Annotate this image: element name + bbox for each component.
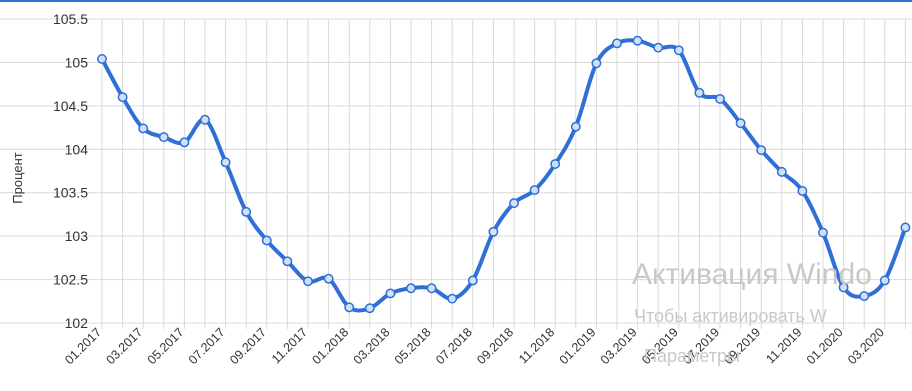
x-tick-label: 03.2017	[103, 325, 145, 367]
data-point	[385, 288, 396, 299]
data-point	[715, 93, 725, 104]
y-tick-label: 103	[65, 228, 89, 244]
x-tick-label: 03.2020	[845, 325, 887, 367]
x-tick-label: 05.2017	[145, 325, 187, 367]
x-tick-label: 09.2017	[227, 325, 269, 367]
x-axis: 01.2017 03.2017 05.2017 07.2017 09.2017 11.20…	[62, 325, 887, 367]
data-point	[344, 302, 355, 313]
data-point	[158, 132, 169, 143]
data-point	[117, 92, 128, 103]
data-point	[467, 275, 478, 286]
y-axis: 105.5 105 104.5 104 103.5 103 102.5 102	[53, 11, 88, 331]
data-point	[179, 137, 190, 148]
data-point	[303, 276, 313, 287]
grid	[0, 18, 912, 329]
data-point	[323, 273, 334, 284]
data-point	[612, 38, 622, 49]
data-point	[673, 45, 684, 56]
x-tick-label: 01.2019	[557, 325, 599, 367]
y-tick-label: 103.5	[53, 185, 88, 201]
x-tick-label: 07.2019	[680, 325, 722, 367]
data-point	[426, 283, 437, 294]
data-point	[818, 227, 828, 238]
data-point	[529, 185, 540, 196]
x-tick-label: 11.2017	[269, 325, 310, 366]
y-tick-label: 104.5	[53, 98, 88, 114]
data-point	[138, 123, 149, 134]
data-point	[447, 293, 458, 304]
y-tick-label: 104	[65, 141, 89, 157]
data-point	[241, 206, 252, 217]
x-tick-label: 05.2019	[639, 325, 681, 367]
series-line	[100, 38, 908, 313]
data-point	[838, 282, 849, 293]
y-axis-label: Процент	[10, 152, 25, 204]
data-point	[488, 226, 499, 237]
data-point	[550, 159, 561, 170]
data-point	[570, 121, 581, 132]
x-tick-label: 03.2018	[351, 325, 393, 367]
data-point	[282, 256, 293, 267]
x-tick-label: 11.2018	[516, 325, 557, 366]
x-tick-label: 07.2018	[433, 325, 475, 367]
y-tick-label: 102	[65, 315, 89, 331]
data-point	[653, 42, 664, 53]
x-tick-label: 09.2019	[721, 325, 763, 367]
data-point	[756, 145, 767, 156]
data-point	[879, 275, 890, 286]
x-tick-label: 07.2017	[186, 325, 228, 367]
y-tick-label: 105	[65, 54, 89, 70]
data-point	[591, 58, 602, 69]
x-tick-label: 01.2020	[804, 325, 846, 367]
x-tick-label: 05.2018	[392, 325, 434, 367]
data-point	[261, 235, 272, 246]
data-point	[97, 54, 107, 64]
data-point	[632, 35, 643, 46]
x-tick-label: 01.2018	[309, 325, 351, 367]
data-point	[776, 166, 787, 177]
data-point	[735, 118, 746, 129]
data-point	[694, 87, 705, 98]
x-tick-label: 03.2019	[598, 325, 640, 367]
data-point	[406, 283, 416, 294]
y-tick-label: 102.5	[53, 272, 88, 288]
data-point	[509, 198, 519, 209]
data-point	[220, 157, 231, 168]
x-tick-label: 01.2017	[62, 325, 104, 367]
data-point	[859, 291, 870, 302]
data-point	[364, 303, 375, 314]
data-point	[797, 186, 808, 196]
data-points	[97, 35, 911, 314]
x-tick-label: 11.2019	[763, 325, 804, 366]
data-point	[200, 114, 210, 125]
data-point	[900, 222, 911, 233]
y-tick-label: 105.5	[53, 11, 88, 27]
x-tick-label: 09.2018	[474, 325, 516, 367]
